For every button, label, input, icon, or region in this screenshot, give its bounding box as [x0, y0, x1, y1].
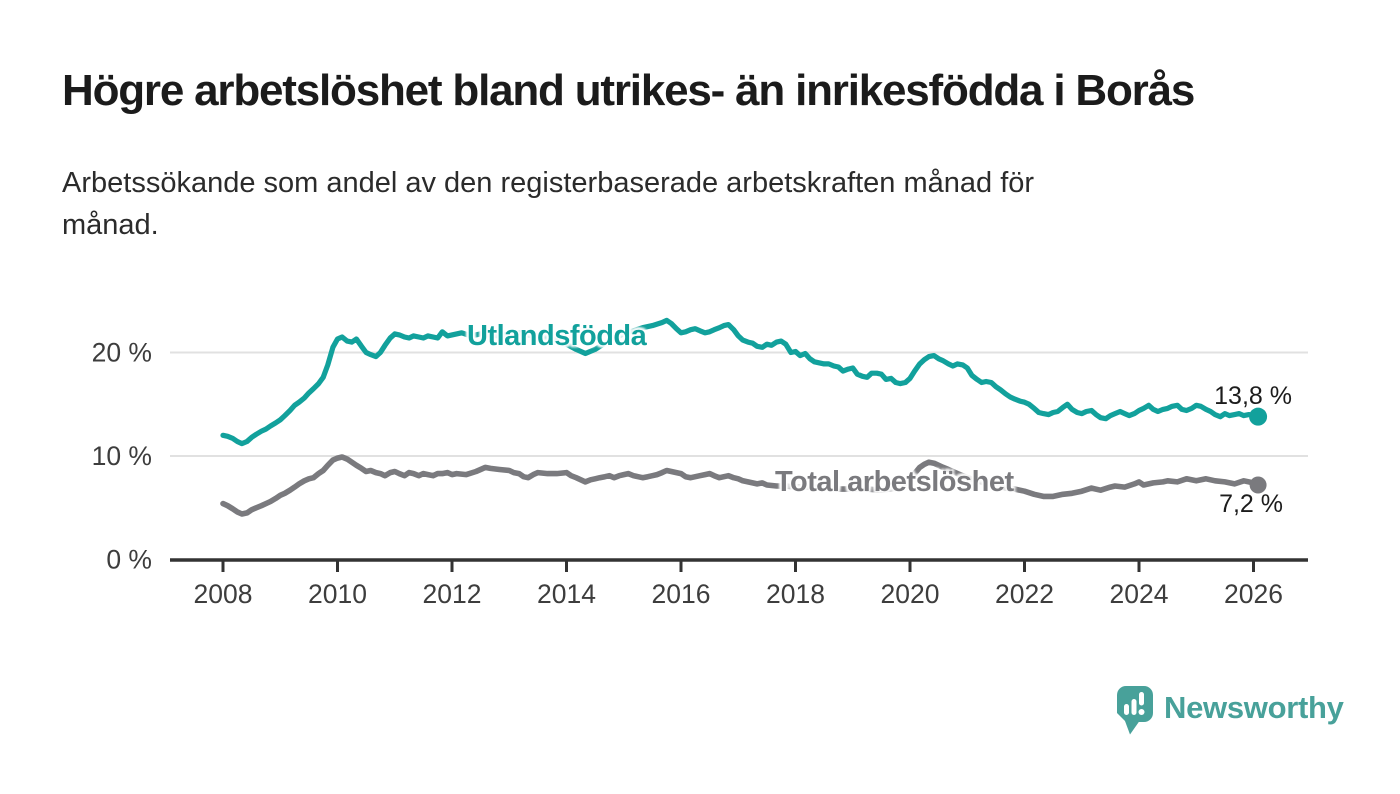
- x-axis-label-2014: 2014: [537, 579, 596, 609]
- end-value-label-total: 7,2 %: [1219, 490, 1283, 518]
- series-end-dot-total-arbetsloshet: [1249, 476, 1267, 494]
- series-line-total-arbetsloshet: [220, 454, 1261, 517]
- series-line-utlandsfodda: [220, 317, 1261, 447]
- x-axis-label-2026: 2026: [1224, 579, 1283, 609]
- x-axis-label-2016: 2016: [652, 579, 711, 609]
- x-axis-label-2012: 2012: [423, 579, 482, 609]
- x-axis-label-2020: 2020: [881, 579, 940, 609]
- y-axis-label-20: 20 %: [92, 338, 152, 368]
- y-axis-label-10: 10 %: [92, 441, 152, 471]
- x-axis-label-2024: 2024: [1110, 579, 1169, 609]
- x-axis-label-2008: 2008: [194, 579, 253, 609]
- newsworthy-logo-text: Newsworthy: [1164, 689, 1344, 725]
- y-axis-label-0: 0 %: [106, 545, 152, 575]
- newsworthy-logo: Newsworthy: [1117, 685, 1344, 737]
- end-value-label-utlandsfodda: 13,8 %: [1214, 382, 1292, 410]
- x-axis-label-2022: 2022: [995, 579, 1054, 609]
- x-axis-label-2010: 2010: [308, 579, 367, 609]
- newsworthy-speech-bubble-bar-chart-icon: [1117, 686, 1153, 735]
- chart-subtitle: Arbetssökande som andel av den registerb…: [62, 162, 1342, 246]
- page-title: Högre arbetslöshet bland utrikes- än inr…: [62, 66, 1195, 115]
- x-axis-label-2018: 2018: [766, 579, 825, 609]
- series-label-utlandsfodda: Utlandsfödda: [467, 320, 647, 352]
- series-end-dot-utlandsfodda: [1249, 407, 1268, 426]
- chart-subtitle-line-1: Arbetssökande som andel av den registerb…: [62, 167, 1035, 199]
- series-label-total-arbetsloshet: Total arbetslöshet: [775, 466, 1014, 498]
- chart-subtitle-line-2: månad.: [62, 209, 159, 241]
